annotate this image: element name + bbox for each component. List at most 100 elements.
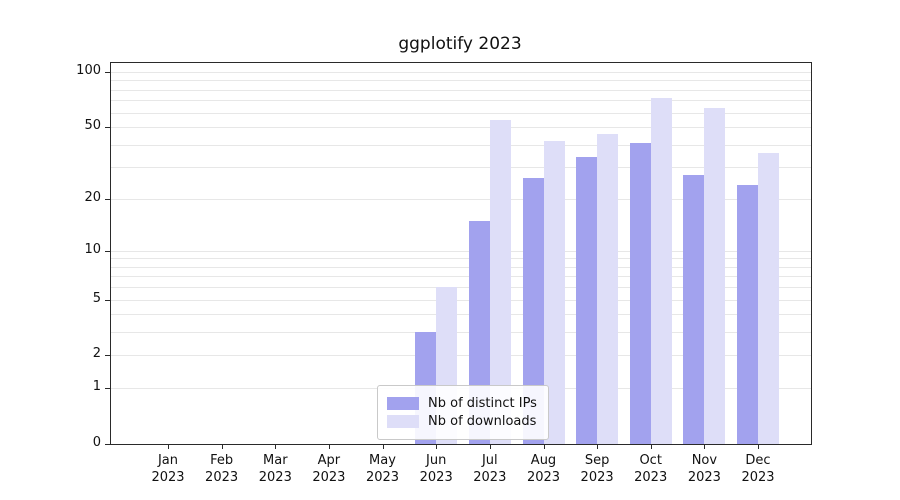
chart-title: ggplotify 2023 xyxy=(398,34,522,54)
x-tick-mark-Jan xyxy=(168,444,169,449)
bar-downloads-Aug xyxy=(543,140,565,444)
gridline-50 xyxy=(111,127,811,129)
y-tick-mark-0 xyxy=(105,444,111,445)
x-tick-mark-Jul xyxy=(489,444,491,449)
y-tick-label-100: 100 xyxy=(76,63,101,78)
x-tick-mark-Dec xyxy=(758,444,759,449)
x-tick-label-Jun: Jun 2023 xyxy=(408,453,464,487)
y-tick-label-50: 50 xyxy=(84,118,101,134)
bar-distinct_ips-Sep xyxy=(576,157,598,444)
y-tick-mark-5 xyxy=(105,299,111,301)
x-tick-mark-May xyxy=(382,444,384,449)
gridline-9 xyxy=(111,258,811,260)
gridline-2 xyxy=(111,355,811,357)
gridline-90 xyxy=(111,80,811,82)
year-label: 2023 xyxy=(312,469,346,485)
x-tick-label-Dec: Dec 2023 xyxy=(730,453,786,487)
bar-distinct_ips-Nov xyxy=(683,175,705,444)
gridline-6 xyxy=(111,287,811,289)
y-tick-label-1: 1 xyxy=(92,379,101,395)
year-label: 2023 xyxy=(258,469,292,485)
bar-downloads-Jul xyxy=(489,119,511,444)
year-label: 2023 xyxy=(205,469,239,485)
bar-downloads-Nov xyxy=(704,107,726,444)
gridline-3 xyxy=(111,332,811,334)
legend-swatch-downloads xyxy=(387,415,419,428)
x-tick-label-Oct: Oct 2023 xyxy=(623,453,679,487)
x-tick-label-Apr: Apr 2023 xyxy=(301,453,357,487)
gridline-10 xyxy=(111,250,811,252)
gridline-100 xyxy=(111,72,811,73)
year-label: 2023 xyxy=(419,469,453,485)
x-tick-mark-Sep xyxy=(597,444,599,449)
gridline-80 xyxy=(111,89,811,91)
bar-distinct_ips-Oct xyxy=(629,142,651,444)
bar-downloads-Sep xyxy=(597,133,619,444)
y-tick-label-5: 5 xyxy=(92,290,101,306)
x-tick-mark-Nov xyxy=(704,444,706,449)
legend-label-downloads: Nb of downloads xyxy=(428,414,537,429)
gridline-60 xyxy=(111,112,811,114)
year-label: 2023 xyxy=(151,469,185,485)
year-label: 2023 xyxy=(741,469,775,485)
y-tick-label-10: 10 xyxy=(84,241,101,257)
x-tick-label-Jan: Jan 2023 xyxy=(140,453,196,487)
x-tick-label-Sep: Sep 2023 xyxy=(569,453,625,487)
gridline-4 xyxy=(111,314,811,316)
x-tick-label-Aug: Aug 2023 xyxy=(516,453,572,487)
x-tick-mark-Aug xyxy=(543,444,545,449)
gridline-7 xyxy=(111,276,811,278)
legend-swatch-distinct-ips xyxy=(387,397,419,410)
x-tick-label-May: May 2023 xyxy=(355,453,411,487)
y-tick-mark-100 xyxy=(105,72,111,73)
bar-distinct_ips-Dec xyxy=(737,184,758,444)
y-tick-label-20: 20 xyxy=(84,189,101,205)
gridline-20 xyxy=(111,198,811,200)
month-label: Jun xyxy=(426,453,447,468)
month-label: Nov xyxy=(691,453,718,468)
year-label: 2023 xyxy=(365,469,400,485)
month-label: Mar xyxy=(263,453,288,468)
x-tick-mark-Feb xyxy=(221,444,223,449)
x-tick-mark-Oct xyxy=(650,444,652,449)
y-tick-label-0: 0 xyxy=(92,435,101,450)
x-tick-label-Mar: Mar 2023 xyxy=(247,453,303,487)
y-tick-mark-20 xyxy=(105,198,111,200)
x-tick-mark-Jun xyxy=(436,444,438,449)
month-label: Sep xyxy=(584,453,610,468)
bar-distinct_ips-Aug xyxy=(522,178,544,444)
bar-downloads-Dec xyxy=(758,152,779,444)
month-label: Jul xyxy=(481,453,498,468)
bar-downloads-Oct xyxy=(650,98,672,444)
legend: Nb of distinct IPs Nb of downloads xyxy=(377,385,549,440)
y-tick-mark-10 xyxy=(105,250,111,252)
year-label: 2023 xyxy=(526,469,561,485)
gridline-8 xyxy=(111,266,811,268)
x-tick-mark-Mar xyxy=(275,444,277,449)
month-label: Apr xyxy=(317,453,341,468)
y-tick-mark-2 xyxy=(105,355,111,357)
month-label: Dec xyxy=(745,453,771,468)
x-tick-label-Jul: Jul 2023 xyxy=(462,453,518,487)
month-label: May xyxy=(369,453,396,468)
month-label: Feb xyxy=(210,453,234,468)
gridline-40 xyxy=(111,144,811,146)
gridline-30 xyxy=(111,167,811,169)
year-label: 2023 xyxy=(634,469,668,485)
gridline-5 xyxy=(111,299,811,301)
y-tick-mark-50 xyxy=(105,127,111,129)
x-tick-label-Feb: Feb 2023 xyxy=(194,453,250,487)
month-label: Oct xyxy=(639,453,662,468)
legend-label-distinct-ips: Nb of distinct IPs xyxy=(428,396,537,411)
month-label: Aug xyxy=(530,453,557,468)
y-tick-label-2: 2 xyxy=(92,346,101,362)
year-label: 2023 xyxy=(473,469,507,485)
legend-item-downloads: Nb of downloads xyxy=(387,414,537,429)
year-label: 2023 xyxy=(580,469,614,485)
y-tick-mark-1 xyxy=(105,388,111,390)
year-label: 2023 xyxy=(687,469,721,485)
x-tick-mark-Apr xyxy=(328,444,330,449)
legend-item-distinct-ips: Nb of distinct IPs xyxy=(387,396,537,411)
gridline-70 xyxy=(111,100,811,102)
